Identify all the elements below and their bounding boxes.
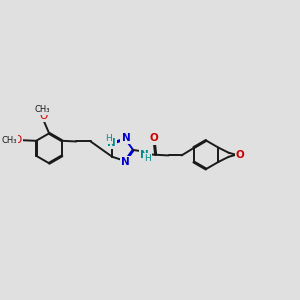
- Text: O: O: [13, 135, 22, 145]
- Text: N: N: [140, 150, 148, 161]
- Text: CH₃: CH₃: [35, 105, 50, 114]
- Text: H: H: [106, 134, 112, 143]
- Text: H: H: [144, 154, 151, 163]
- Text: O: O: [39, 111, 47, 121]
- Text: N: N: [122, 133, 130, 143]
- Text: O: O: [236, 150, 244, 160]
- Text: CH₃: CH₃: [1, 136, 17, 145]
- Text: N: N: [121, 157, 130, 167]
- Text: N: N: [107, 137, 116, 148]
- Text: O: O: [150, 134, 159, 143]
